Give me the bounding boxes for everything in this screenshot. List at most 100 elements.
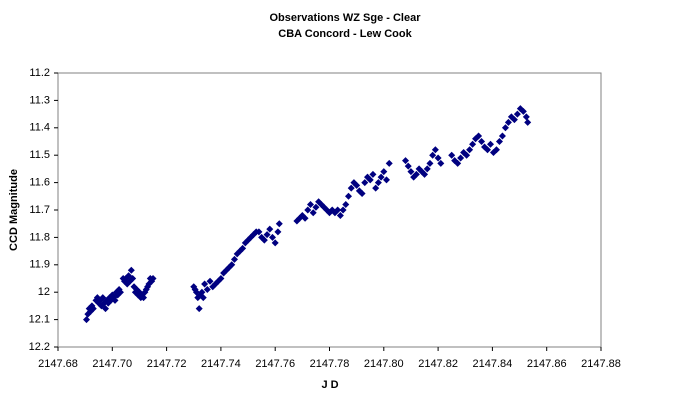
data-point [263, 231, 271, 239]
data-point [89, 305, 97, 313]
data-point [426, 159, 434, 167]
data-point [495, 138, 503, 145]
data-point [304, 206, 312, 214]
data-point [116, 288, 124, 296]
data-point [239, 244, 247, 252]
data-point [266, 225, 274, 233]
y-tick-label: 11.6 [29, 177, 50, 189]
data-point [275, 220, 283, 228]
data-point [463, 151, 471, 159]
data-point [206, 277, 214, 285]
x-tick-label: 2147.72 [147, 358, 187, 370]
x-tick-label: 2147.86 [527, 358, 567, 370]
y-axis-label: CCD Magnitude [8, 169, 20, 251]
data-point [380, 168, 388, 176]
chart-title: Observations WZ Sge - Clear [270, 12, 422, 24]
data-point [260, 236, 268, 244]
data-point [492, 146, 500, 154]
x-tick-label: 2147.68 [38, 358, 78, 370]
y-tick-label: 12.1 [29, 314, 50, 326]
y-tick-label: 11.8 [29, 231, 50, 243]
chart-subtitle: CBA Concord - Lew Cook [278, 28, 412, 40]
data-point [271, 239, 279, 247]
y-tick-label: 12 [38, 286, 50, 298]
x-tick-label: 2147.84 [473, 358, 513, 370]
data-point [501, 124, 509, 132]
data-point [431, 146, 439, 154]
data-point [486, 140, 494, 148]
x-tick-label: 2147.76 [255, 358, 295, 370]
data-point [475, 132, 483, 140]
data-point [228, 261, 236, 269]
data-point [504, 118, 512, 126]
data-point [274, 228, 282, 236]
data-point [437, 159, 445, 167]
data-point [366, 176, 374, 184]
data-point [361, 179, 369, 187]
data-point [429, 151, 437, 159]
y-tick-label: 11.9 [29, 259, 50, 271]
data-point [102, 305, 110, 313]
data-point [201, 280, 209, 288]
data-point [522, 113, 530, 121]
data-point [448, 151, 456, 159]
data-point [484, 146, 492, 154]
data-point [83, 316, 91, 324]
data-point [383, 176, 391, 184]
data-point [334, 206, 342, 214]
data-point [369, 170, 377, 178]
data-point [498, 132, 506, 140]
data-point [203, 285, 211, 293]
data-point [301, 214, 309, 222]
data-point [249, 231, 257, 239]
data-point [374, 179, 382, 187]
x-tick-label: 2147.80 [364, 358, 404, 370]
data-point [358, 190, 366, 198]
data-point [466, 146, 474, 154]
y-tick-label: 11.2 [29, 67, 50, 79]
data-point [510, 116, 518, 124]
data-point [268, 233, 276, 241]
x-tick-label: 2147.82 [418, 358, 458, 370]
data-point [404, 162, 412, 170]
data-point [255, 228, 263, 236]
data-point [457, 154, 465, 162]
x-tick-label: 2147.70 [92, 358, 132, 370]
data-point [306, 201, 314, 209]
data-point [140, 294, 148, 302]
y-tick-label: 11.4 [29, 122, 50, 134]
data-point [149, 275, 157, 282]
data-point [345, 192, 353, 200]
data-point [407, 168, 415, 176]
data-point [129, 275, 137, 282]
data-point [513, 110, 521, 118]
data-point [312, 203, 320, 211]
y-tick-label: 11.7 [29, 204, 50, 216]
data-point [377, 173, 385, 181]
y-tick-label: 11.5 [29, 149, 50, 161]
y-tick-label: 12.2 [29, 341, 50, 353]
data-point [230, 255, 238, 263]
x-tick-label: 2147.78 [310, 358, 350, 370]
data-point [372, 184, 380, 192]
x-tick-label: 2147.88 [581, 358, 621, 370]
data-point [111, 296, 119, 304]
data-point [412, 170, 420, 178]
data-point [478, 138, 486, 145]
data-point [469, 140, 477, 148]
data-point [195, 305, 203, 313]
data-point [342, 201, 350, 209]
data-point [519, 107, 527, 115]
data-point [339, 206, 347, 214]
data-point [347, 184, 355, 192]
data-point [309, 209, 317, 217]
data-point [127, 266, 135, 274]
data-point [353, 181, 361, 189]
data-point [198, 288, 206, 296]
data-point [199, 294, 207, 302]
y-tick-label: 11.3 [29, 94, 50, 106]
x-tick-label: 2147.74 [201, 358, 241, 370]
data-point [507, 113, 515, 121]
